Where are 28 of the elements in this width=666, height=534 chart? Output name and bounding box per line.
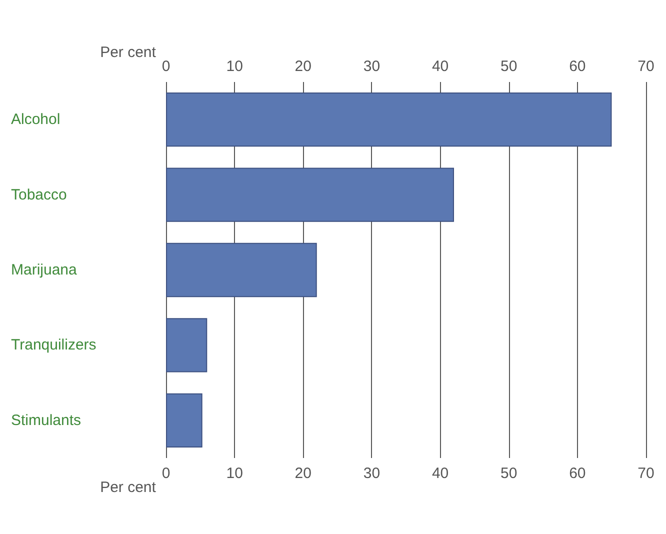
x2-axis-title: Per cent [100,44,157,61]
y-tick-label: Stimulants [11,412,82,429]
x-axis-title: Per cent [100,479,157,496]
y-tick-label: Tranquilizers [11,336,96,354]
bar [166,318,208,372]
x2-tick-label: 60 [569,58,586,75]
x2-tick-label: 40 [432,58,449,75]
x-tick-label: 40 [432,465,449,482]
x-tick-label: 60 [569,465,586,482]
x2-tick-label: 30 [363,58,380,75]
x-tick-label: 70 [638,465,654,482]
bar [166,92,612,147]
x2-tick-label: 10 [226,58,243,75]
bar [166,168,454,222]
x-tick-label: 10 [226,465,243,482]
y-tick-label: Alcohol [11,111,60,128]
x-tick-label: 0 [162,465,170,482]
x-tick-label: 20 [294,465,312,482]
y-tick-label: Marijuana [11,262,78,278]
y-tick-label: Tobacco [11,186,67,204]
x-tick-label: 50 [500,465,518,482]
x2-tick-label: 50 [500,58,518,75]
x2-tick-label: 20 [294,58,312,75]
x2-tick-label: 0 [162,58,170,75]
bar [166,393,202,448]
x2-tick-label: 70 [638,58,654,75]
bar [166,242,317,298]
x-tick-label: 30 [363,465,380,482]
